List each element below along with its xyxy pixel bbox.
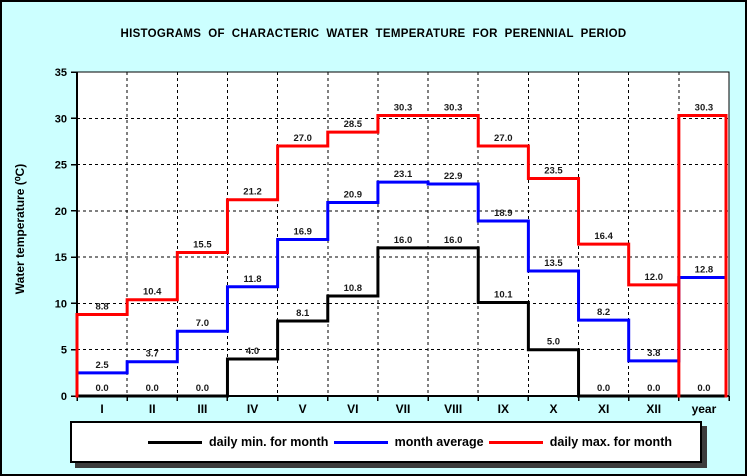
value-label: 13.5 <box>544 258 563 269</box>
x-tick-label: VII <box>396 402 411 416</box>
y-tick-label: 25 <box>55 160 67 172</box>
series-line-daily-min-for-month <box>75 246 728 398</box>
legend-item-daily-max: daily max. for month <box>488 435 672 449</box>
x-tick-label: V <box>299 402 307 416</box>
value-label: 0.0 <box>697 383 710 394</box>
value-label: 2.5 <box>95 360 109 371</box>
value-label: 7.0 <box>196 318 209 329</box>
value-label: 8.1 <box>296 308 310 319</box>
value-label: 30.3 <box>444 103 463 114</box>
chart-legend: daily min. for month month average daily… <box>70 421 702 463</box>
value-label: 8.2 <box>597 307 610 318</box>
value-label: 16.0 <box>444 235 463 246</box>
value-label: 10.8 <box>344 283 363 294</box>
value-label: 28.5 <box>344 119 363 130</box>
value-label: 23.1 <box>394 169 413 180</box>
x-tick-label: XII <box>646 402 661 416</box>
value-label: 0.0 <box>647 383 660 394</box>
value-label: 10.4 <box>143 287 162 298</box>
value-label: 16.9 <box>293 227 312 238</box>
y-tick-label: 0 <box>61 391 67 403</box>
value-label: 3.7 <box>146 349 159 360</box>
x-tick-label: X <box>549 402 557 416</box>
value-label: 27.0 <box>494 133 513 144</box>
x-tick-label: VIII <box>444 402 462 416</box>
y-tick-label: 30 <box>55 113 67 125</box>
y-tick-label: 10 <box>55 298 67 310</box>
x-tick-label: IV <box>247 402 258 416</box>
series-line-daily-max-for-month <box>75 114 728 398</box>
value-label: 21.2 <box>243 187 262 198</box>
plot-background <box>77 72 729 396</box>
x-tick-label: year <box>692 402 717 416</box>
daily-min-line-swatch <box>148 440 202 444</box>
y-tick-label: 35 <box>55 67 67 79</box>
value-label: 11.8 <box>244 274 262 285</box>
value-label: 0.0 <box>95 383 108 394</box>
daily-max-line-swatch <box>488 440 543 444</box>
x-tick-label: III <box>197 402 207 416</box>
x-tick-label: XI <box>598 402 609 416</box>
value-label: 3.8 <box>647 348 660 359</box>
y-tick-label: 20 <box>55 206 67 218</box>
value-label: 0.0 <box>597 383 610 394</box>
value-label: 20.9 <box>344 190 363 201</box>
value-label: 12.0 <box>645 272 664 283</box>
value-label: 27.0 <box>293 133 312 144</box>
value-label: 8.8 <box>95 302 108 313</box>
chart-title: HISTOGRAMS OF CHARACTERIC WATER TEMPERAT… <box>120 28 627 40</box>
x-tick-label: I <box>100 402 103 416</box>
month-average-line-swatch <box>333 440 388 444</box>
value-label: 4.0 <box>246 346 259 357</box>
series-line-month-average <box>75 180 728 398</box>
x-tick-label: IX <box>498 402 509 416</box>
y-tick-label: 15 <box>55 252 67 264</box>
value-label: 16.4 <box>594 231 613 242</box>
value-label: 5.0 <box>547 337 560 348</box>
legend-label: daily min. for month <box>209 435 329 449</box>
value-label: 22.9 <box>444 171 463 182</box>
value-label: 10.1 <box>494 290 513 301</box>
value-label: 23.5 <box>544 165 563 176</box>
value-label: 15.5 <box>193 240 212 251</box>
value-label: 0.0 <box>196 383 209 394</box>
legend-item-daily-min: daily min. for month <box>148 435 328 449</box>
value-label: 0.0 <box>146 383 159 394</box>
value-label: 18.9 <box>494 208 513 219</box>
x-tick-label: II <box>149 402 156 416</box>
y-tick-label: 5 <box>61 345 67 357</box>
x-tick-label: VI <box>347 402 358 416</box>
legend-label: daily max. for month <box>549 435 672 449</box>
value-label: 12.8 <box>695 265 714 276</box>
value-label: 16.0 <box>394 235 413 246</box>
legend-item-month-average: month average <box>333 435 484 449</box>
value-label: 30.3 <box>695 103 714 114</box>
value-label: 30.3 <box>394 103 413 114</box>
legend-label: month average <box>394 435 484 449</box>
